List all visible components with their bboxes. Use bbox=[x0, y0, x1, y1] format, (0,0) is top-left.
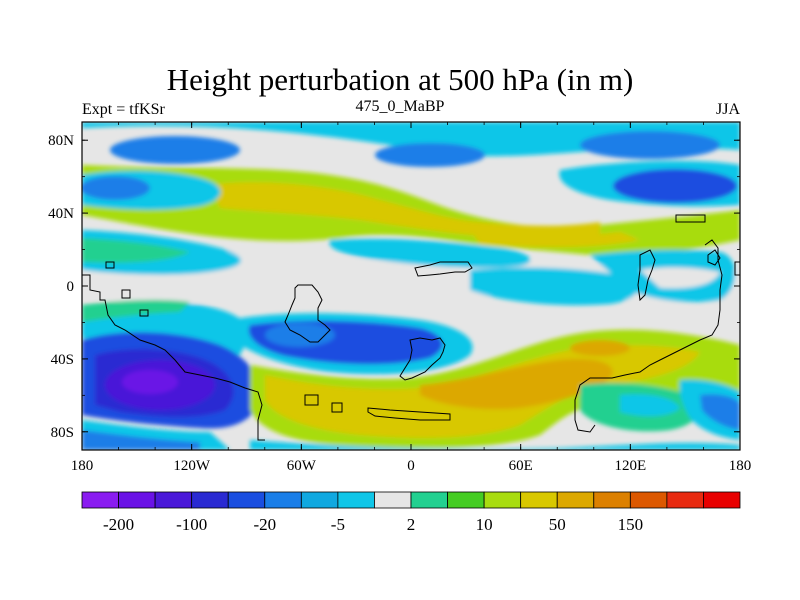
x-tick-label: 60E bbox=[509, 458, 533, 474]
colorbar-box bbox=[81, 491, 119, 509]
colorbar-box bbox=[520, 491, 558, 509]
colorbar-box bbox=[483, 491, 522, 509]
colorbar-box bbox=[154, 491, 193, 509]
season-label: JJA bbox=[715, 101, 740, 118]
x-tick-label: 180 bbox=[71, 458, 94, 474]
x-tick-label: 180 bbox=[729, 458, 752, 474]
colorbar-box bbox=[374, 491, 412, 509]
colorbar-label: 2 bbox=[407, 515, 416, 534]
x-tick-label: 120W bbox=[173, 458, 211, 474]
colorbar-box bbox=[703, 491, 741, 509]
colorbar-label: -100 bbox=[176, 515, 207, 534]
colorbar-box bbox=[629, 491, 668, 509]
colorbar: -200 -100 -20 -5 2 10 50 150 bbox=[81, 491, 741, 534]
axes: 180 120W 60W 0 60E 120E 180 80N 40N 0 40S 80S bbox=[48, 122, 751, 474]
x-tick-label: 60W bbox=[287, 458, 317, 474]
colorbar-box bbox=[556, 491, 595, 509]
experiment-label: Expt = tfKSr bbox=[82, 101, 165, 118]
x-tick-label: 0 bbox=[407, 458, 415, 474]
colorbar-box bbox=[227, 491, 266, 509]
y-tick-label: 80N bbox=[48, 133, 74, 149]
colorbar-label: -200 bbox=[103, 515, 134, 534]
colorbar-box bbox=[593, 491, 631, 509]
y-tick-label: 80S bbox=[51, 425, 74, 441]
colorbar-box bbox=[666, 491, 704, 509]
coastlines bbox=[82, 214, 740, 441]
colorbar-box bbox=[264, 491, 302, 509]
colorbar-label: 10 bbox=[476, 515, 493, 534]
colorbar-label: 150 bbox=[618, 515, 644, 534]
x-tick-label: 120E bbox=[614, 458, 646, 474]
y-tick-label: 0 bbox=[67, 279, 75, 295]
colorbar-label: 50 bbox=[549, 515, 566, 534]
colorbar-box bbox=[118, 491, 156, 509]
chart-title: Height perturbation at 500 hPa (in m) bbox=[166, 62, 634, 97]
colorbar-box bbox=[300, 491, 339, 509]
colorbar-label: -20 bbox=[253, 515, 276, 534]
colorbar-box bbox=[191, 491, 229, 509]
colorbar-box bbox=[337, 491, 375, 509]
y-tick-label: 40N bbox=[48, 206, 74, 222]
contour-field bbox=[82, 122, 740, 450]
y-tick-label: 40S bbox=[51, 352, 74, 368]
period-label: 475_0_MaBP bbox=[355, 98, 445, 115]
colorbar-box bbox=[410, 491, 448, 509]
colorbar-box bbox=[447, 491, 485, 509]
colorbar-label: -5 bbox=[331, 515, 345, 534]
